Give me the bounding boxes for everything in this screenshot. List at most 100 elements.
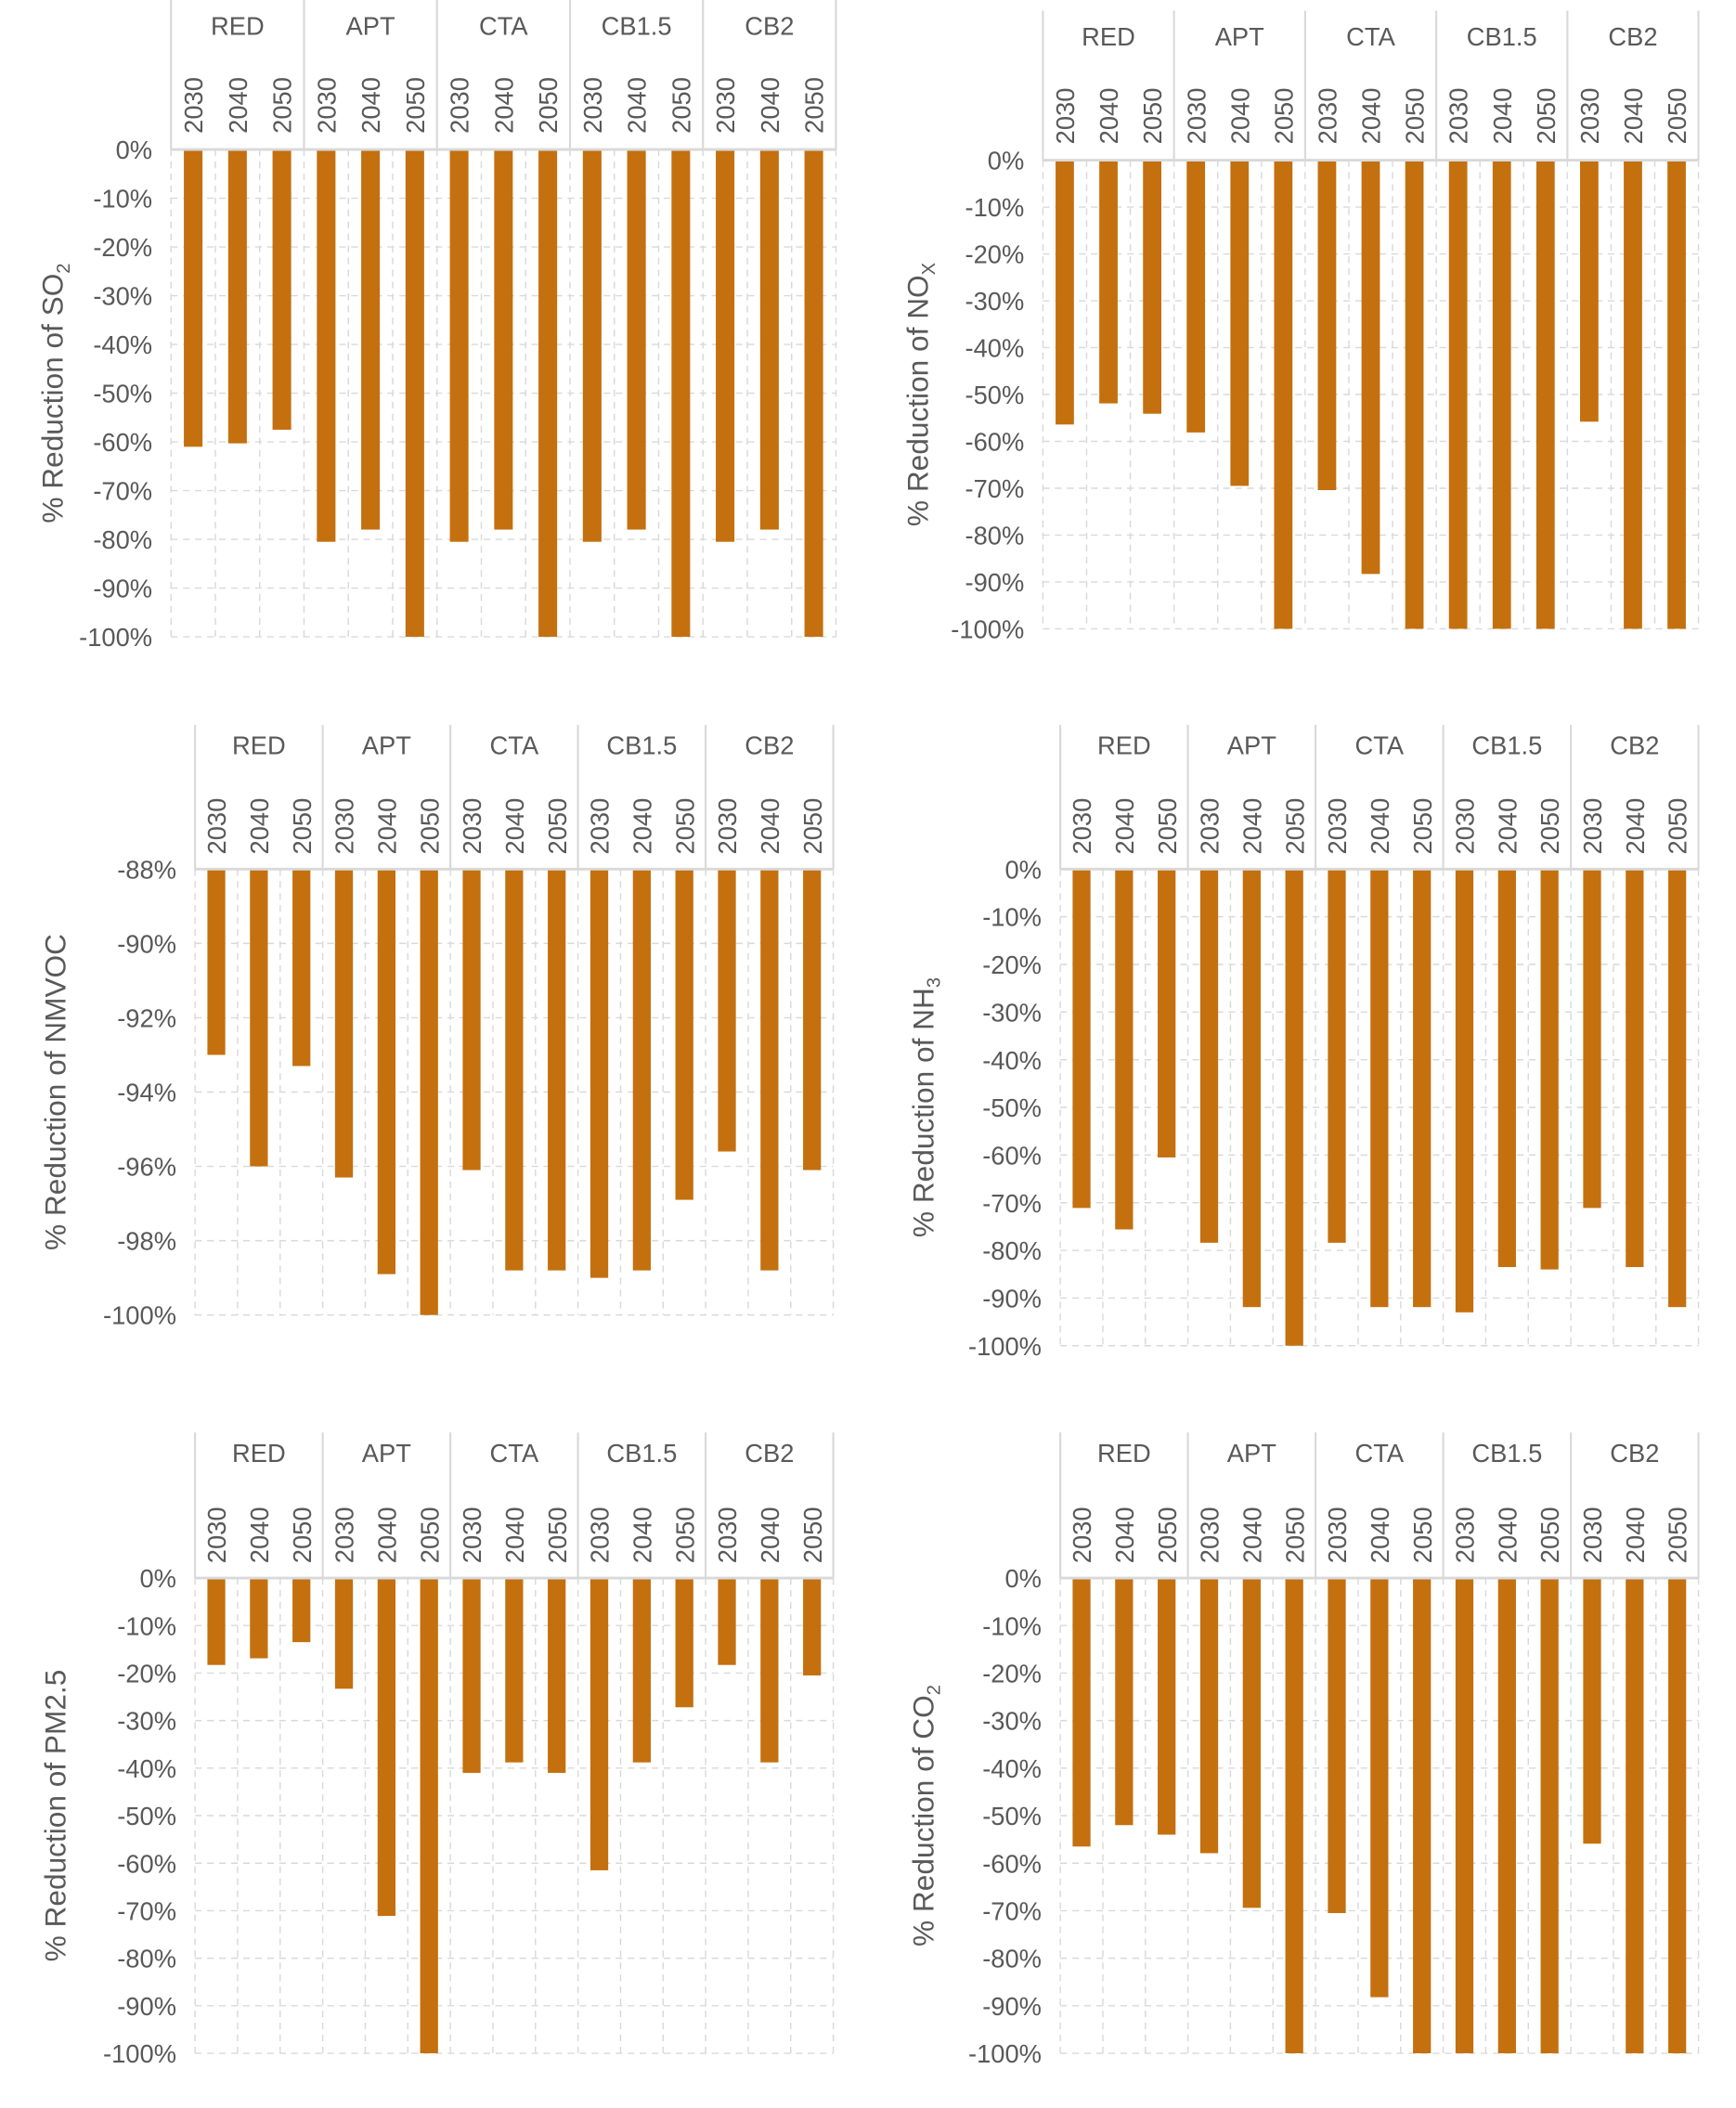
bar-CB2-2040 — [760, 1578, 779, 1763]
bar-APT-2040 — [1242, 869, 1261, 1308]
y-tick-label: -10% — [982, 1611, 1042, 1640]
bar-RED-2030 — [1056, 160, 1074, 425]
year-label: 2050 — [1138, 88, 1167, 145]
year-label: 2050 — [543, 798, 572, 855]
bar-CB2-2030 — [718, 869, 736, 1152]
y-tick-label: -30% — [982, 998, 1042, 1027]
y-tick-label: -60% — [117, 1849, 176, 1878]
bar-RED-2050 — [1143, 160, 1161, 414]
year-label: 2050 — [1269, 88, 1298, 145]
year-label: 2040 — [623, 77, 652, 134]
group-label: CB2 — [745, 731, 794, 760]
year-label: 2040 — [245, 798, 274, 855]
year-label: 2030 — [1451, 1507, 1480, 1563]
y-tick-label: -10% — [965, 193, 1025, 222]
group-label: CTA — [1355, 1439, 1405, 1468]
bar-CTA-2040 — [1361, 160, 1380, 575]
year-label: 2050 — [670, 798, 699, 855]
chart-6: 0% -10% -20% -30% -40% -50% -60% -70% -80% -90% -1… — [906, 1432, 1700, 2068]
y-tick-label: -50% — [982, 1802, 1042, 1830]
year-label: 2050 — [1535, 798, 1564, 855]
year-label: 2030 — [1578, 798, 1607, 855]
y-tick-label: -80% — [965, 522, 1025, 550]
y-tick-label: -100% — [103, 1301, 176, 1330]
y-tick-label: -100% — [79, 623, 152, 652]
bar-RED-2030 — [184, 149, 203, 447]
y-tick-label: -88% — [117, 855, 176, 884]
bar-CB1.5-2040 — [632, 1578, 651, 1763]
bar-CB2-2040 — [1626, 869, 1644, 1268]
y-axis-title-text: % Reduction of CO — [906, 1695, 939, 1946]
year-label: 2050 — [1401, 88, 1430, 145]
bar-APT-2040 — [1242, 1578, 1261, 1908]
y-tick-label: -80% — [982, 1945, 1042, 1973]
year-label: 2030 — [202, 1507, 231, 1563]
bar-CTA-2030 — [462, 869, 481, 1170]
group-label: CTA — [490, 731, 539, 760]
y-tick-label: -20% — [982, 951, 1042, 979]
y-tick-label: -40% — [117, 1754, 176, 1783]
year-label: 2040 — [1237, 798, 1266, 855]
y-tick-label: -50% — [93, 380, 152, 408]
year-label: 2040 — [1357, 88, 1386, 145]
y-tick-label: -60% — [965, 428, 1025, 457]
year-label: 2050 — [1280, 798, 1309, 855]
y-axis-title: % Reduction of PM2.5 — [39, 1670, 72, 1962]
bar-CB2-2050 — [1668, 869, 1687, 1308]
group-label: CB1.5 — [602, 11, 672, 40]
year-label: 2030 — [1196, 1507, 1224, 1563]
group-label: CB2 — [745, 11, 794, 40]
bar-CB2-2030 — [1580, 160, 1599, 422]
y-tick-label: -30% — [93, 282, 152, 311]
bar-RED-2030 — [207, 1578, 226, 1665]
y-axis-title: % Reduction of CO2 — [906, 1685, 944, 1946]
y-tick-label: -50% — [117, 1802, 176, 1830]
bar-CTA-2030 — [462, 1578, 481, 1773]
bar-CB2-2030 — [716, 149, 735, 542]
year-label: 2050 — [1535, 1507, 1564, 1563]
year-label: 2050 — [1663, 88, 1691, 145]
y-tick-label: -20% — [965, 240, 1025, 269]
group-label: RED — [1082, 22, 1135, 51]
year-label: 2030 — [1313, 88, 1341, 145]
bar-APT-2050 — [420, 869, 438, 1315]
bar-RED-2050 — [292, 869, 311, 1067]
y-axis-title-text: % Reduction of NO — [901, 275, 935, 526]
chart-1: 0% -10% -20% -30% -40% -50% -60% -70% -80% -90% -1… — [36, 0, 837, 652]
group-label: RED — [211, 11, 265, 40]
year-label: 2040 — [489, 77, 518, 134]
group-label: APT — [346, 11, 395, 40]
bar-APT-2050 — [420, 1578, 438, 2054]
y-tick-label: -70% — [982, 1189, 1042, 1218]
bar-CB2-2030 — [718, 1578, 736, 1665]
group-label: APT — [1227, 731, 1276, 760]
year-label: 2040 — [500, 798, 529, 855]
bar-CB1.5-2040 — [1492, 160, 1511, 629]
bar-RED-2050 — [292, 1578, 311, 1643]
bar-APT-2030 — [1199, 869, 1219, 1243]
year-label: 2040 — [756, 798, 784, 855]
y-tick-label: -90% — [93, 575, 152, 603]
chart-5: 0% -10% -20% -30% -40% -50% -60% -70% -80% -90% -1… — [39, 1432, 835, 2068]
y-tick-label: 0% — [1004, 1564, 1041, 1593]
bar-APT-2040 — [377, 1578, 395, 1917]
group-label: CB2 — [745, 1439, 794, 1468]
year-label: 2050 — [288, 798, 317, 855]
bar-RED-2040 — [1115, 1578, 1134, 1826]
y-tick-label: -30% — [982, 1707, 1042, 1736]
year-label: 2050 — [543, 1507, 572, 1563]
y-axis-title-text: % Reduction of SO — [36, 274, 70, 524]
bar-APT-2040 — [1230, 160, 1250, 486]
bar-RED-2040 — [1099, 160, 1118, 404]
bar-RED-2030 — [1072, 1578, 1091, 1847]
bar-CTA-2040 — [505, 1578, 524, 1763]
year-label: 2030 — [458, 798, 486, 855]
bar-CTA-2040 — [1370, 1578, 1389, 1998]
y-tick-label: -30% — [965, 287, 1025, 316]
y-tick-label: -80% — [982, 1236, 1042, 1265]
year-label: 2050 — [798, 1507, 827, 1563]
bar-APT-2030 — [1199, 1578, 1219, 1854]
year-label: 2040 — [245, 1507, 274, 1563]
year-label: 2050 — [415, 1507, 444, 1563]
year-label: 2040 — [756, 1507, 784, 1563]
